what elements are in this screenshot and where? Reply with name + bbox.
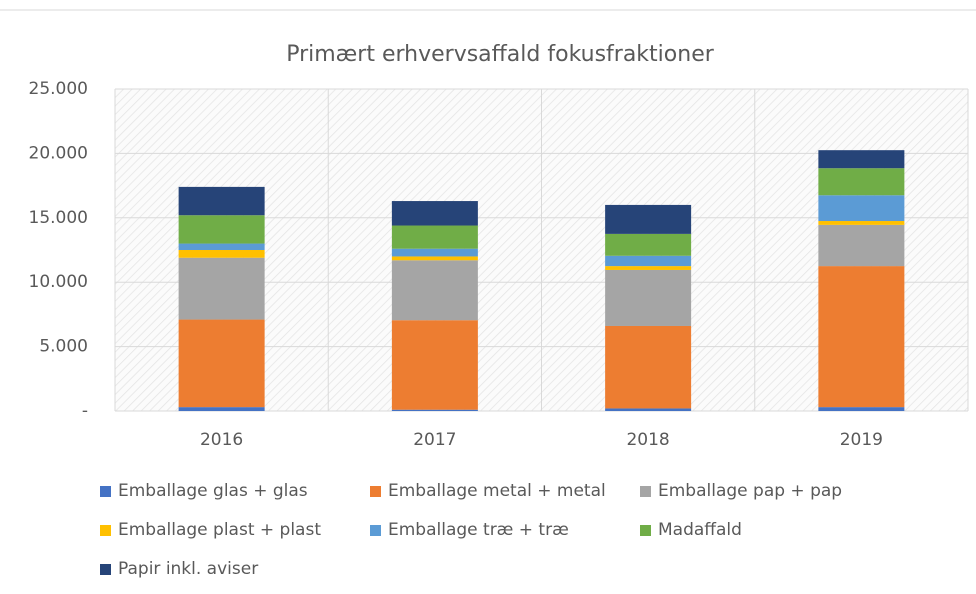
- bar-segment: [818, 224, 905, 267]
- bar-segment: [391, 225, 478, 249]
- y-tick-label: 25.000: [29, 79, 88, 99]
- bar-segment: [178, 186, 265, 216]
- bar-segment: [605, 266, 692, 270]
- legend-label: Papir inkl. aviser: [118, 559, 258, 579]
- legend-label: Emballage pap + pap: [658, 481, 842, 501]
- bar-segment: [818, 221, 905, 225]
- bar-segment: [178, 250, 265, 258]
- legend-swatch: [640, 525, 651, 536]
- bar-segment: [818, 168, 905, 196]
- legend-label: Emballage træ + træ: [388, 520, 569, 540]
- bar-segment: [391, 256, 478, 261]
- x-tick-label: 2019: [840, 430, 883, 450]
- bar-segment: [605, 408, 692, 411]
- legend-label: Madaffald: [658, 520, 742, 540]
- x-tick-label: 2017: [413, 430, 456, 450]
- x-tick-label: 2016: [200, 430, 243, 450]
- bar-segment: [605, 255, 692, 267]
- chart-title: Primært erhvervsaffald fokusfraktioner: [286, 42, 715, 67]
- y-tick-label: 5.000: [39, 337, 88, 357]
- bar-segment: [391, 320, 478, 410]
- bar-segment: [178, 407, 265, 411]
- legend-label: Emballage plast + plast: [118, 520, 321, 540]
- legend-swatch: [100, 486, 111, 497]
- bar-segment: [178, 215, 265, 244]
- bar-segment: [178, 257, 265, 320]
- legend-label: Emballage glas + glas: [118, 481, 308, 501]
- bar-segment: [391, 248, 478, 257]
- bar-segment: [818, 266, 905, 408]
- legend-swatch: [640, 486, 651, 497]
- bar-segment: [818, 195, 905, 222]
- bar-segment: [818, 407, 905, 411]
- bar-segment: [818, 150, 905, 169]
- bar-segment: [391, 201, 478, 226]
- bar-segment: [391, 260, 478, 321]
- y-tick-label: 10.000: [29, 272, 88, 292]
- bar-segment: [605, 269, 692, 326]
- bar-segment: [391, 409, 478, 411]
- bar-segment: [178, 319, 265, 408]
- y-tick-label: 20.000: [29, 143, 88, 163]
- bar-segment: [605, 325, 692, 409]
- legend-swatch: [100, 564, 111, 575]
- legend-swatch: [370, 486, 381, 497]
- bar-segment: [605, 233, 692, 256]
- legend-swatch: [100, 525, 111, 536]
- y-tick-label: 15.000: [29, 208, 88, 228]
- legend-swatch: [370, 525, 381, 536]
- x-tick-label: 2018: [626, 430, 669, 450]
- bar-segment: [605, 204, 692, 234]
- y-tick-label: -: [82, 401, 88, 421]
- legend-label: Emballage metal + metal: [388, 481, 606, 501]
- bar-segment: [178, 243, 265, 250]
